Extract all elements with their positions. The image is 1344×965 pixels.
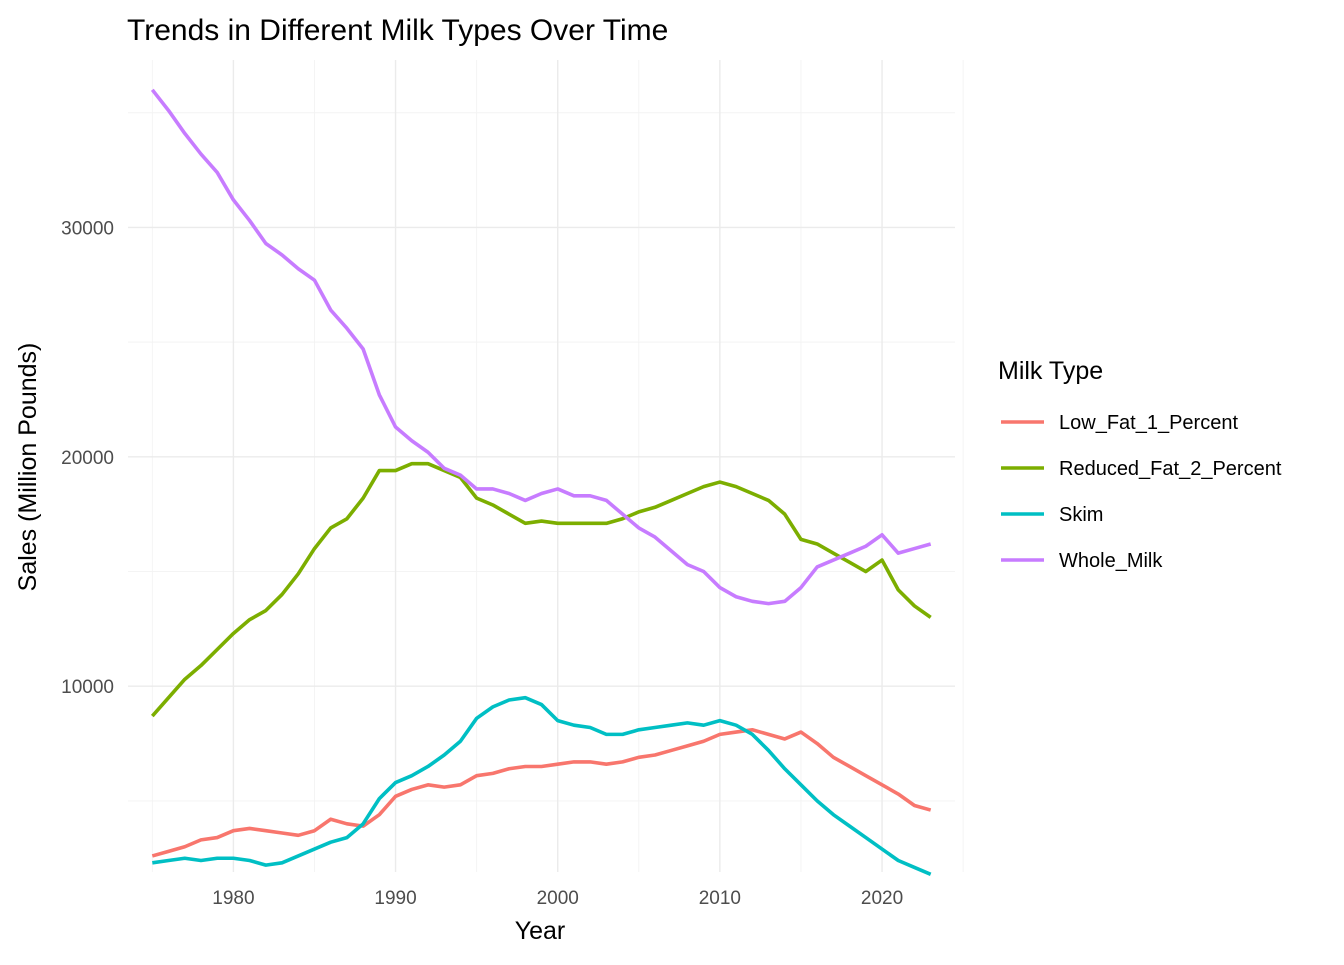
legend-label: Skim: [1059, 504, 1103, 526]
x-tick-label: 2010: [699, 888, 741, 909]
series-line-skim: [152, 695, 932, 876]
legend-title: Milk Type: [998, 357, 1103, 385]
series-lines: [150, 88, 932, 876]
legend: Milk Type Low_Fat_1_Percent Reduced_Fat_2…: [998, 357, 1282, 572]
legend-item: Low_Fat_1_Percent: [1001, 412, 1238, 434]
legend-item: Skim: [1001, 504, 1103, 526]
series-line-low-fat-1-percent: [151, 727, 932, 858]
y-tick-label: 20000: [61, 448, 114, 469]
y-axis-title: Sales (Million Pounds): [14, 343, 42, 592]
x-tick-label: 2000: [537, 888, 579, 909]
x-tick-label: 1990: [374, 888, 416, 909]
legend-label: Reduced_Fat_2_Percent: [1059, 458, 1282, 480]
legend-label: Whole_Milk: [1059, 550, 1163, 572]
x-tick-label: 1980: [212, 888, 254, 909]
y-tick-label: 10000: [61, 677, 114, 698]
chart-title: Trends in Different Milk Types Over Time: [127, 14, 668, 47]
tick-labels: 1980 1990 2000 2010 2020 10000 20000 30000: [61, 218, 903, 909]
legend-label: Low_Fat_1_Percent: [1059, 412, 1238, 434]
y-tick-label: 30000: [61, 218, 114, 239]
grid: [128, 60, 964, 872]
legend-item: Whole_Milk: [1001, 550, 1163, 572]
x-axis-title: Year: [515, 917, 566, 945]
series-line-reduced-fat-2-percent: [150, 461, 932, 718]
legend-items: Low_Fat_1_Percent Reduced_Fat_2_Percent Sk…: [1001, 412, 1282, 572]
x-tick-label: 2020: [861, 888, 903, 909]
legend-item: Reduced_Fat_2_Percent: [1001, 458, 1282, 480]
series-line-whole-milk: [150, 88, 932, 606]
